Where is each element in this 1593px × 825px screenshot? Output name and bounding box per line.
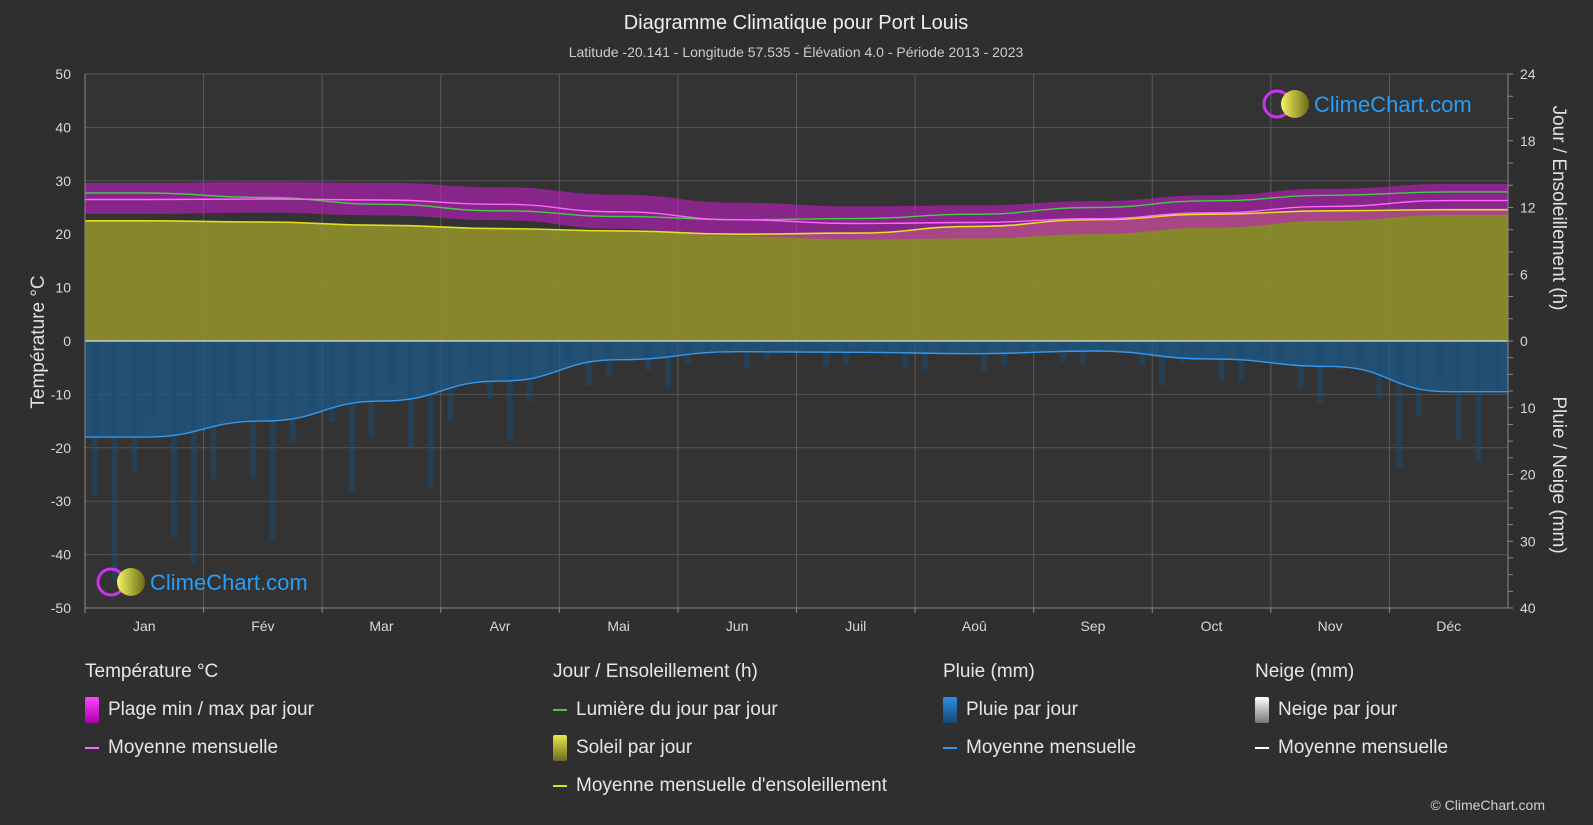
x-tick-label: Aoû <box>962 618 987 634</box>
sunshine-swatch <box>553 735 567 761</box>
y-left-tick-label: -30 <box>51 493 71 509</box>
temp-range-swatch <box>85 697 99 723</box>
right-top-axis-label: Jour / Ensoleillement (h) <box>1548 106 1569 311</box>
legend-item: Soleil par jour <box>553 735 887 761</box>
x-tick-label: Mai <box>607 618 630 634</box>
legend-heading: Neige (mm) <box>1255 661 1355 682</box>
legend-item: Plage min / max par jour <box>85 697 314 723</box>
snow-swatch <box>1255 697 1269 723</box>
y-left-tick-label: 20 <box>55 226 71 242</box>
x-tick-label: Juil <box>845 618 866 634</box>
legend-label: Moyenne mensuelle <box>1278 737 1449 758</box>
legend-sun: Jour / Ensoleillement (h) Lumière du jou… <box>553 660 887 812</box>
daylight-swatch <box>553 709 567 711</box>
legend-heading: Jour / Ensoleillement (h) <box>553 661 758 682</box>
y-left-tick-label: 0 <box>63 333 71 349</box>
temp-mean-line <box>84 198 1508 225</box>
series-layer <box>84 181 1508 581</box>
y-right-top-tick-label: 12 <box>1520 200 1536 216</box>
sunshine-area <box>85 209 1508 341</box>
temp-mean-swatch <box>85 747 99 749</box>
x-tick-label: Fév <box>251 618 274 634</box>
snow-mean-swatch <box>1255 747 1269 749</box>
legend-item: Moyenne mensuelle <box>85 736 314 760</box>
x-tick-label: Avr <box>490 618 511 634</box>
legend-heading: Pluie (mm) <box>943 661 1035 682</box>
legend: Température °C Plage min / max par jour … <box>0 660 1593 820</box>
legend-label: Plage min / max par jour <box>108 699 314 720</box>
y-left-tick-label: 40 <box>55 119 71 135</box>
legend-label: Lumière du jour par jour <box>576 699 778 720</box>
y-right-bottom-tick-label: 20 <box>1520 467 1536 483</box>
right-bottom-axis-label: Pluie / Neige (mm) <box>1548 396 1569 553</box>
y-left-tick-label: 10 <box>55 280 71 296</box>
legend-item: Moyenne mensuelle d'ensoleillement <box>553 774 887 798</box>
legend-rain: Pluie (mm) Pluie par jour Moyenne mensue… <box>943 660 1136 774</box>
y-left-tick-label: -40 <box>51 547 71 563</box>
legend-label: Moyenne mensuelle d'ensoleillement <box>576 775 887 796</box>
x-tick-label: Oct <box>1201 618 1223 634</box>
legend-item: Moyenne mensuelle <box>1255 736 1448 760</box>
sunshine-mean-line <box>85 208 1508 236</box>
y-right-bottom-tick-label: 40 <box>1520 600 1536 616</box>
y-left-tick-label: -50 <box>51 600 71 616</box>
y-right-bottom-tick-label: 30 <box>1520 533 1536 549</box>
chart-title: Diagramme Climatique pour Port Louis <box>624 12 969 34</box>
rain-mean-line <box>85 350 1508 438</box>
rain-area <box>85 341 1508 438</box>
logo-bottom: ClimeChart.com <box>96 567 308 597</box>
legend-label: Neige par jour <box>1278 699 1398 720</box>
copyright: © ClimeChart.com <box>1430 797 1545 813</box>
legend-label: Moyenne mensuelle <box>966 737 1137 758</box>
left-axis-label: Température °C <box>28 275 49 408</box>
temp-range-band <box>85 181 1508 240</box>
y-right-top-tick-label: 6 <box>1520 266 1528 282</box>
legend-snow: Neige (mm) Neige par jour Moyenne mensue… <box>1255 660 1448 774</box>
legend-temperature: Température °C Plage min / max par jour … <box>85 660 314 774</box>
x-tick-label: Déc <box>1436 618 1461 634</box>
rain-swatch <box>943 697 957 723</box>
legend-heading: Température °C <box>85 661 219 682</box>
y-left-tick-label: 30 <box>55 173 71 189</box>
legend-item: Neige par jour <box>1255 697 1448 723</box>
y-left-tick-label: -20 <box>51 440 71 456</box>
logo-sun-icon <box>117 568 145 596</box>
x-tick-label: Jan <box>133 618 156 634</box>
legend-item: Moyenne mensuelle <box>943 736 1136 760</box>
legend-label: Pluie par jour <box>966 699 1078 720</box>
x-tick-label: Sep <box>1080 618 1105 634</box>
legend-label: Moyenne mensuelle <box>108 737 279 758</box>
y-right-top-tick-label: 18 <box>1520 133 1536 149</box>
rain-mean-swatch <box>943 747 957 749</box>
logo-top: ClimeChart.com <box>1262 89 1472 119</box>
y-right-bottom-tick-label: 10 <box>1520 400 1536 416</box>
legend-label: Soleil par jour <box>576 737 693 758</box>
y-left-tick-label: -10 <box>51 386 71 402</box>
y-left-tick-label: 50 <box>55 66 71 82</box>
x-tick-label: Jun <box>726 618 749 634</box>
sunshine-mean-swatch <box>553 785 567 787</box>
legend-item: Pluie par jour <box>943 697 1136 723</box>
y-right-top-tick-label: 24 <box>1520 66 1536 82</box>
logo-text-bottom: ClimeChart.com <box>150 570 308 595</box>
x-tick-label: Mar <box>369 618 393 634</box>
chart-subtitle: Latitude -20.141 - Longitude 57.535 - Él… <box>569 44 1024 60</box>
axes: Jan Fév Mar Avr Mai Jun Juil Aoû Sep Oct Nov Déc 50 4… <box>51 66 1536 634</box>
logo-text-top: ClimeChart.com <box>1314 92 1472 117</box>
logo-sun-icon <box>1281 90 1309 118</box>
y-right-top-tick-label: 0 <box>1520 333 1528 349</box>
x-tick-label: Nov <box>1318 618 1343 634</box>
legend-item: Lumière du jour par jour <box>553 698 887 722</box>
